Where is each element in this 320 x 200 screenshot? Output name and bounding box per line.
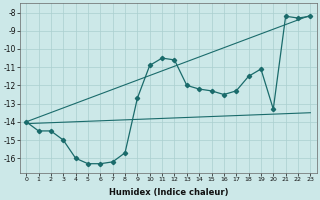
X-axis label: Humidex (Indice chaleur): Humidex (Indice chaleur) xyxy=(108,188,228,197)
